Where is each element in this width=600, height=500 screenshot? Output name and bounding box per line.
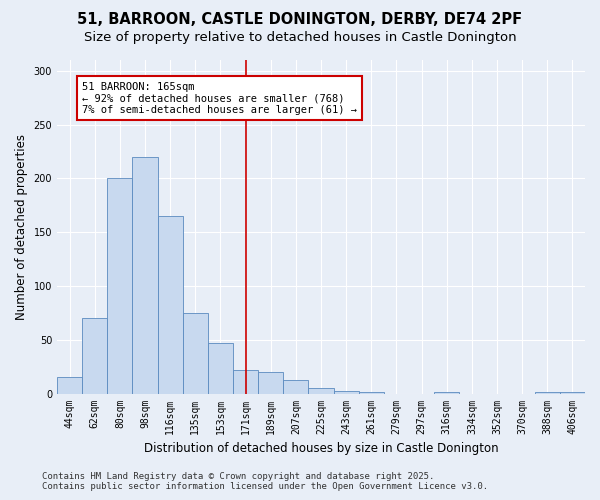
Bar [560, 392, 585, 394]
Bar [82, 318, 107, 394]
Bar [535, 392, 560, 394]
Text: Contains HM Land Registry data © Crown copyright and database right 2025.
Contai: Contains HM Land Registry data © Crown c… [42, 472, 488, 491]
Bar [308, 388, 334, 394]
Bar [158, 216, 183, 394]
Bar [208, 343, 233, 394]
Bar [183, 313, 208, 394]
Bar [133, 157, 158, 394]
Bar [434, 392, 459, 394]
Bar [334, 392, 359, 394]
Text: Size of property relative to detached houses in Castle Donington: Size of property relative to detached ho… [83, 31, 517, 44]
Bar [359, 392, 384, 394]
Bar [233, 370, 258, 394]
Bar [107, 178, 133, 394]
Text: 51 BARROON: 165sqm
← 92% of detached houses are smaller (768)
7% of semi-detache: 51 BARROON: 165sqm ← 92% of detached hou… [82, 82, 357, 114]
Y-axis label: Number of detached properties: Number of detached properties [15, 134, 28, 320]
X-axis label: Distribution of detached houses by size in Castle Donington: Distribution of detached houses by size … [144, 442, 499, 455]
Bar [283, 380, 308, 394]
Bar [258, 372, 283, 394]
Text: 51, BARROON, CASTLE DONINGTON, DERBY, DE74 2PF: 51, BARROON, CASTLE DONINGTON, DERBY, DE… [77, 12, 523, 28]
Bar [57, 378, 82, 394]
